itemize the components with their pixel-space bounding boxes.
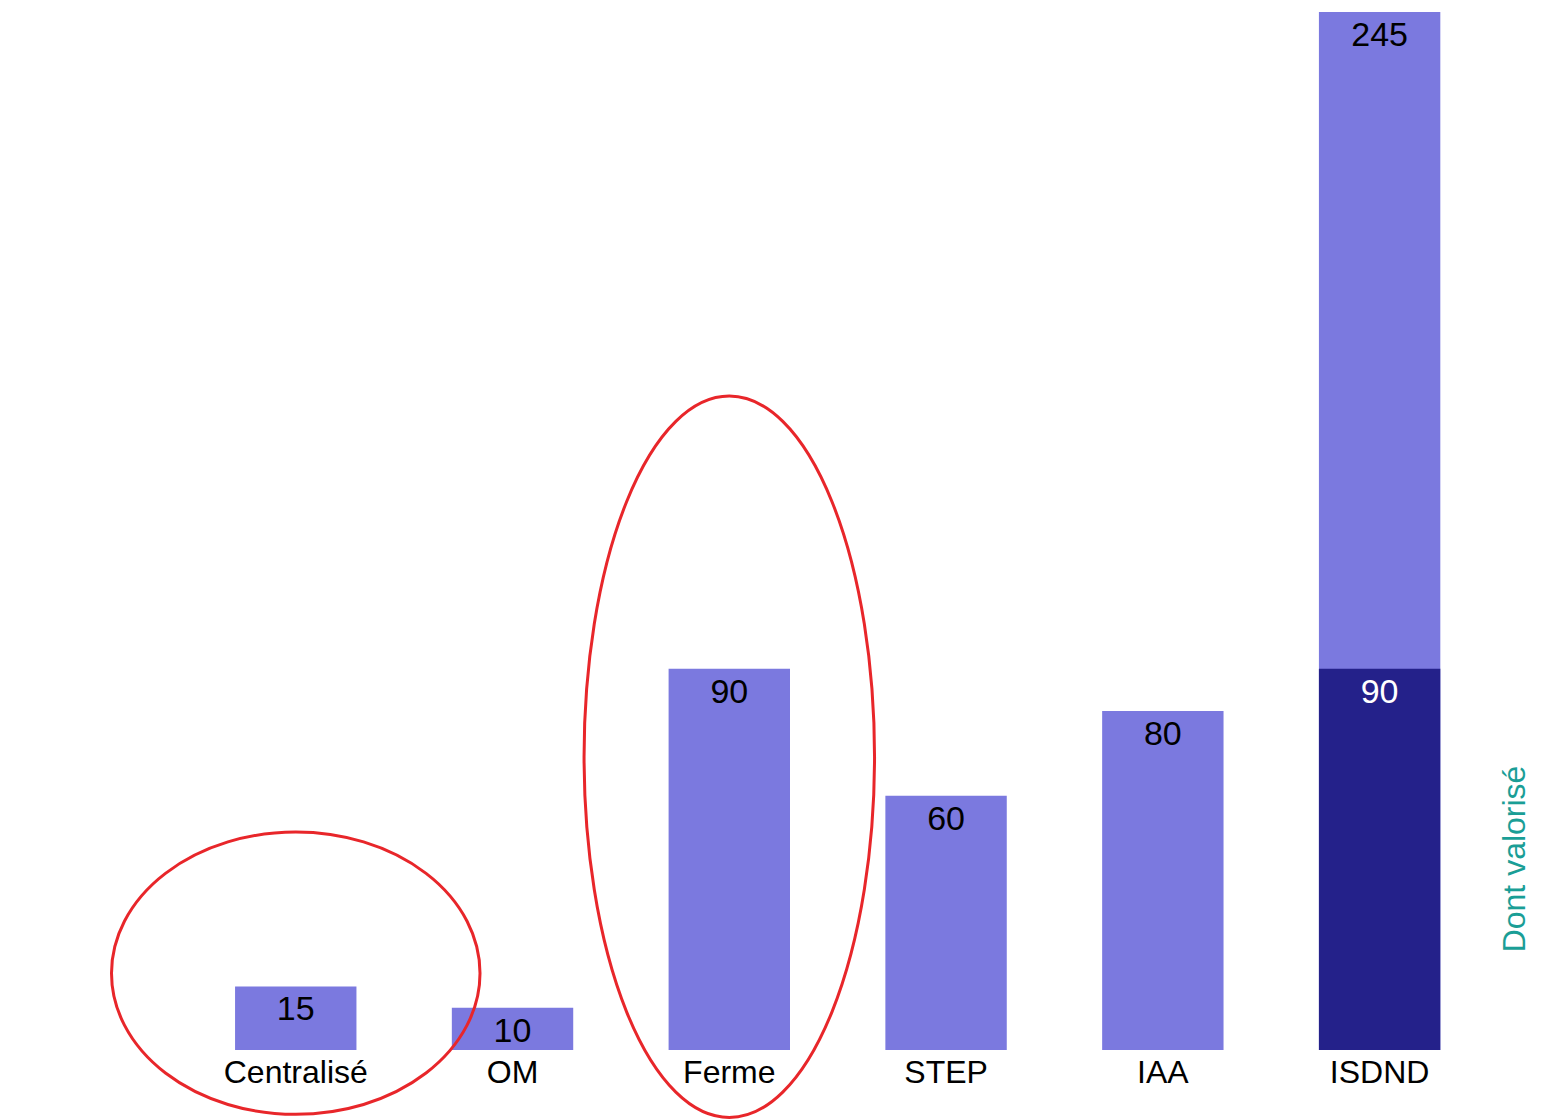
svg-text:Ferme: Ferme — [683, 1054, 775, 1090]
svg-text:90: 90 — [710, 672, 748, 710]
svg-text:Dont valorisé: Dont valorisé — [1496, 766, 1532, 953]
svg-text:15: 15 — [277, 989, 315, 1027]
svg-text:OM: OM — [487, 1054, 539, 1090]
svg-text:245: 245 — [1351, 15, 1408, 53]
svg-text:60: 60 — [927, 799, 965, 837]
svg-text:STEP: STEP — [904, 1054, 988, 1090]
svg-text:90: 90 — [1361, 672, 1399, 710]
svg-text:IAA: IAA — [1137, 1054, 1189, 1090]
svg-text:10: 10 — [494, 1011, 532, 1049]
svg-text:ISDND: ISDND — [1330, 1054, 1430, 1090]
svg-text:80: 80 — [1144, 714, 1182, 752]
svg-text:Centralisé: Centralisé — [224, 1054, 368, 1090]
